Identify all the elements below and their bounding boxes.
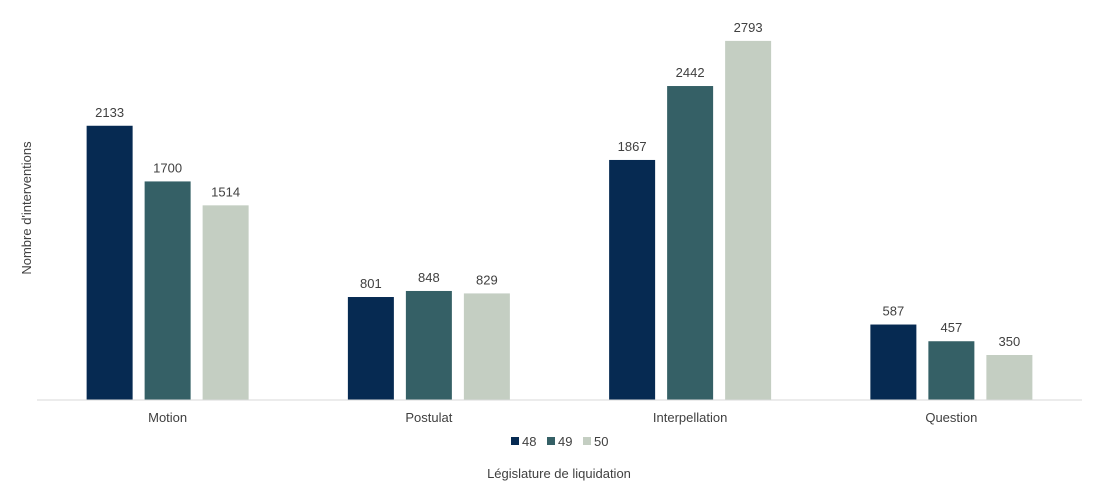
- value-labels-group: 2133 1700 1514 801 848 829 1867 2442 2793 587 457 3…: [95, 20, 1020, 349]
- value-label-question-50: 350: [999, 334, 1021, 349]
- value-label-motion-48: 2133: [95, 105, 124, 120]
- bar-motion-49: [144, 181, 191, 400]
- bar-question-50: [986, 355, 1033, 400]
- bar-motion-48: [86, 125, 133, 400]
- bar-question-48: [870, 324, 917, 400]
- x-axis-title: Législature de liquidation: [487, 466, 631, 481]
- bar-question-49: [928, 341, 975, 400]
- category-label-question: Question: [925, 410, 977, 425]
- value-label-postulat-49: 848: [418, 270, 440, 285]
- legend-swatch-50: [583, 437, 591, 445]
- bar-postulat-48: [347, 297, 394, 400]
- value-label-interpellation-49: 2442: [676, 65, 705, 80]
- value-label-postulat-48: 801: [360, 276, 382, 291]
- bar-interpellation-48: [609, 159, 656, 400]
- value-label-question-49: 457: [941, 320, 963, 335]
- value-label-motion-49: 1700: [153, 160, 182, 175]
- category-label-postulat: Postulat: [405, 410, 452, 425]
- category-labels-group: Motion Postulat Interpellation Question: [148, 410, 977, 425]
- category-label-interpellation: Interpellation: [653, 410, 727, 425]
- legend: 48 49 50: [511, 434, 608, 449]
- legend-swatch-49: [547, 437, 555, 445]
- legend-label-48: 48: [522, 434, 536, 449]
- y-axis-title: Nombre d'interventions: [19, 141, 34, 275]
- bars-group: [86, 40, 1033, 401]
- legend-swatch-48: [511, 437, 519, 445]
- value-label-interpellation-48: 1867: [618, 139, 647, 154]
- value-label-motion-50: 1514: [211, 184, 240, 199]
- bar-postulat-50: [463, 293, 510, 400]
- bar-interpellation-49: [667, 86, 714, 401]
- bar-interpellation-50: [725, 40, 772, 401]
- category-label-motion: Motion: [148, 410, 187, 425]
- value-label-postulat-50: 829: [476, 272, 498, 287]
- value-label-interpellation-50: 2793: [734, 20, 763, 35]
- legend-label-49: 49: [558, 434, 572, 449]
- bar-motion-50: [202, 205, 249, 400]
- legend-label-50: 50: [594, 434, 608, 449]
- bar-postulat-49: [405, 290, 452, 400]
- value-label-question-48: 587: [883, 304, 905, 319]
